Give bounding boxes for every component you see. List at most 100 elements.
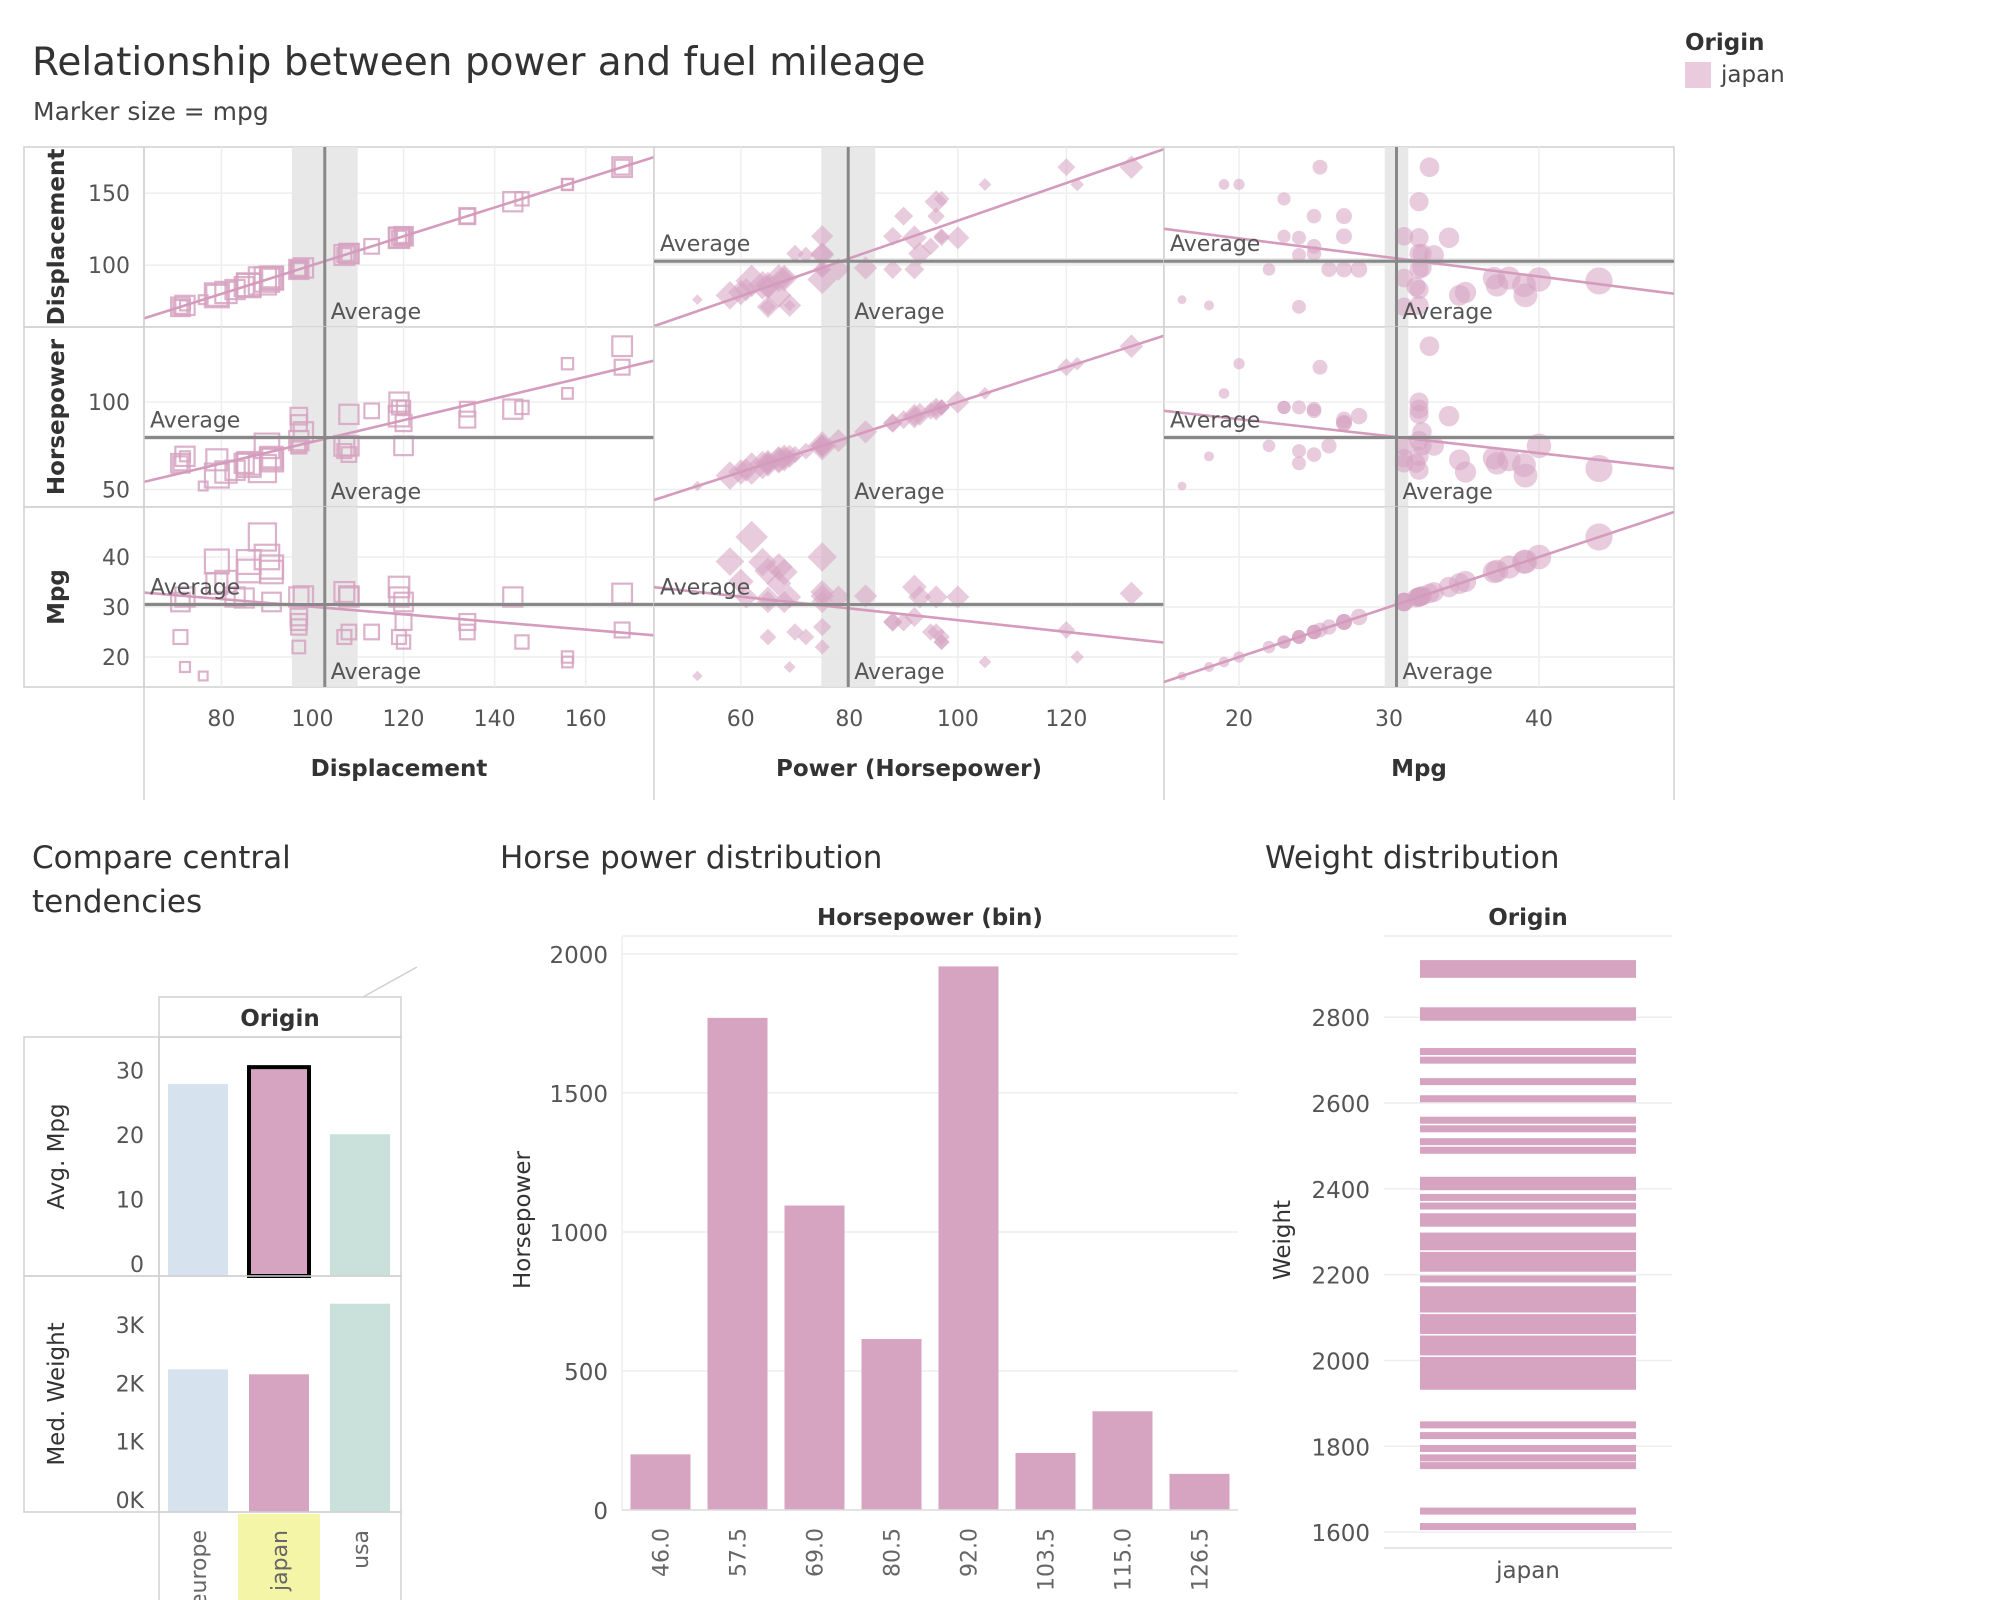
bar xyxy=(938,966,999,1510)
trend-line xyxy=(654,585,1164,644)
scatter-point xyxy=(1336,208,1352,225)
weight-tick-mark xyxy=(1420,1326,1636,1334)
scatter-point xyxy=(946,585,970,609)
bar xyxy=(1169,1473,1230,1510)
scatter-point xyxy=(1438,227,1460,248)
bar xyxy=(1092,1411,1153,1510)
scatter-point xyxy=(197,294,209,306)
average-label: Average xyxy=(1403,660,1493,685)
average-label: Average xyxy=(660,232,750,257)
scatter-point xyxy=(393,591,414,613)
x-tick-label: 103.5 xyxy=(1035,1528,1060,1591)
y-tick-label: 0K xyxy=(116,1489,145,1514)
scatter-point xyxy=(1394,227,1414,246)
cell-marks xyxy=(144,147,654,327)
weight-tick-mark xyxy=(1420,1183,1636,1191)
scatter-point xyxy=(813,617,832,637)
trend-line xyxy=(144,155,654,320)
weight-tick-mark xyxy=(1420,1348,1636,1356)
scatter-point xyxy=(1292,248,1306,262)
weight-tick-mark xyxy=(1420,1320,1636,1328)
scatter-point xyxy=(1262,439,1276,453)
scatter-cell: Average xyxy=(143,146,655,328)
scatter-point xyxy=(1204,451,1214,462)
weight-tick-mark xyxy=(1420,1193,1636,1201)
scatter-point xyxy=(764,553,793,581)
scatter-point xyxy=(797,246,815,264)
scatter-point xyxy=(902,574,927,600)
average-label: Average xyxy=(150,408,240,433)
scatter-point xyxy=(340,245,358,262)
cell-marks xyxy=(654,507,1164,687)
scatter-point xyxy=(333,580,356,604)
y-axis-title: Weight xyxy=(1270,1200,1296,1280)
weight-tick-mark xyxy=(1420,1432,1636,1440)
bar xyxy=(707,1017,768,1510)
cell-marks xyxy=(144,507,654,687)
row-label: Horsepower xyxy=(44,338,70,495)
trend-line xyxy=(1164,510,1674,684)
scatter-point xyxy=(336,443,353,460)
bar xyxy=(1015,1453,1076,1510)
y-tick-label: 10 xyxy=(116,1188,144,1213)
weight-tick-mark xyxy=(1420,1078,1636,1086)
row-label: Displacement xyxy=(44,149,70,326)
scatter-point xyxy=(172,628,189,646)
weight-tick-mark xyxy=(1420,1095,1636,1103)
scatter-point xyxy=(363,237,381,255)
average-label: Average xyxy=(331,480,421,505)
weight-tick-mark xyxy=(1420,1372,1636,1380)
weight-tick-mark xyxy=(1420,1454,1636,1462)
scatter-point xyxy=(883,612,903,632)
y-tick-label: 20 xyxy=(116,1124,144,1149)
scatter-point xyxy=(1306,239,1322,254)
scatter-point xyxy=(1057,621,1076,639)
scatter-point xyxy=(1336,411,1352,428)
y-tick-label: 1K xyxy=(116,1431,145,1456)
scatter-point xyxy=(1306,401,1322,417)
scatter-point xyxy=(233,587,255,609)
scatter-point xyxy=(1336,261,1352,278)
bar xyxy=(330,1134,390,1276)
y-tick-label: 100 xyxy=(88,391,130,416)
scatter-point xyxy=(786,623,804,641)
average-label: Average xyxy=(1170,408,1260,433)
x-tick-label: 115.0 xyxy=(1112,1528,1137,1591)
x-tick-label: 140 xyxy=(474,707,516,732)
scatter-point xyxy=(1419,157,1440,178)
category-frame xyxy=(158,1511,402,1600)
x-tick-label: 126.5 xyxy=(1189,1528,1214,1591)
weight-tick-mark xyxy=(1420,1275,1636,1283)
scatter-point xyxy=(692,670,703,682)
scatter-point xyxy=(1177,295,1187,305)
scatter-point xyxy=(853,584,878,608)
scatter-point xyxy=(611,156,634,179)
scatter-point xyxy=(978,655,992,669)
y-tick-label: 500 xyxy=(564,1360,608,1386)
weight-tick-mark xyxy=(1420,1286,1636,1294)
scatter-point xyxy=(1177,481,1187,491)
y-tick-label: 1000 xyxy=(549,1221,608,1247)
y-axis-title: Horsepower xyxy=(510,1150,536,1289)
row-header-frame xyxy=(23,1275,160,1513)
scatter-point xyxy=(1454,281,1477,304)
trend-line xyxy=(654,147,1164,327)
scatter-point xyxy=(946,226,970,250)
y-tick-label: 1500 xyxy=(549,1082,608,1108)
scatter-point xyxy=(458,623,476,641)
scatter-point xyxy=(388,586,410,608)
scatter-point xyxy=(811,590,834,614)
scatter-point xyxy=(933,228,950,245)
legend-item-japan[interactable]: japan xyxy=(1685,62,1785,88)
row-header-frame xyxy=(23,146,145,328)
scatter-point xyxy=(1277,192,1291,206)
weight-tick-mark xyxy=(1420,960,1636,968)
weight-tick-mark xyxy=(1420,1356,1636,1364)
scatter-cell: Average Average xyxy=(1163,146,1675,328)
scatter-point xyxy=(611,335,634,358)
scatter-point xyxy=(921,237,940,256)
weight-tick-mark xyxy=(1420,1013,1636,1021)
scatter-point xyxy=(338,242,360,265)
scatter-point xyxy=(1292,456,1306,471)
y-tick-label: 20 xyxy=(102,646,130,671)
